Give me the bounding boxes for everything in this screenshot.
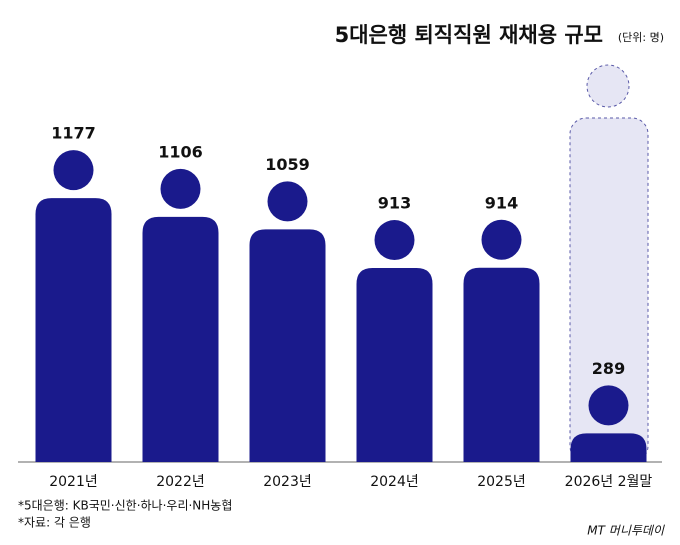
- note: *5대은행: KB국민·신한·하나·우리·NH농협: [18, 498, 232, 513]
- figure-body: [142, 216, 219, 462]
- figure-body: [35, 198, 112, 462]
- value-label: 289: [592, 359, 625, 378]
- value-label: 913: [378, 194, 411, 213]
- figure-head: [160, 168, 201, 209]
- figure-body: [356, 268, 433, 462]
- x-tick-label: 2023년: [263, 474, 312, 490]
- unit-label: (단위: 명): [618, 31, 664, 44]
- figure-body: [463, 267, 540, 462]
- x-tick-label: 2025년: [477, 474, 526, 490]
- figure-head: [53, 150, 94, 191]
- value-label: 914: [485, 193, 518, 212]
- figure-head: [588, 385, 629, 426]
- note: *자료: 각 은행: [18, 515, 91, 530]
- value-label: 1059: [265, 155, 310, 174]
- x-tick-label: 2024년: [370, 474, 419, 490]
- x-tick-label: 2026년 2월말: [565, 474, 653, 490]
- figure-body: [570, 433, 647, 462]
- placeholder-head: [586, 64, 630, 108]
- x-tick-label: 2021년: [49, 474, 98, 490]
- value-label: 1106: [158, 142, 203, 161]
- logo: MT 머니투데이: [587, 524, 665, 538]
- chart-title: 5대은행 퇴직직원 재채용 규모: [335, 23, 603, 47]
- figure-head: [481, 219, 522, 260]
- figure-head: [267, 181, 308, 222]
- x-tick-label: 2022년: [156, 474, 205, 490]
- placeholder-body: [569, 117, 649, 463]
- figure-head: [374, 220, 415, 261]
- figure-body: [249, 229, 326, 462]
- value-label: 1177: [51, 124, 96, 143]
